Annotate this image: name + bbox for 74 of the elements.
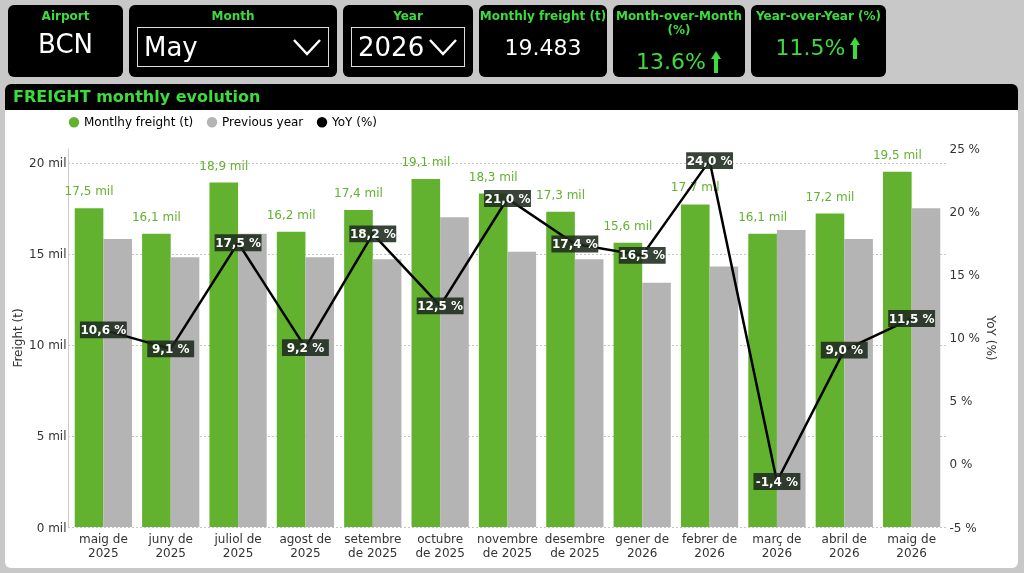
y2-tick-label: 10 %	[949, 331, 980, 345]
x-tick-label: agost de 2025	[279, 531, 332, 560]
bar	[507, 251, 537, 527]
y-tick-label: 10 mil	[29, 338, 67, 353]
bar	[680, 204, 710, 527]
y-axis-title: Freight (t)	[11, 308, 26, 368]
data-label: 15,6 mil	[603, 218, 653, 233]
y2-tick-label: 5 %	[949, 394, 973, 409]
legend-label: Montlhy freight (t)	[84, 115, 194, 130]
data-label: 19,5 mil	[872, 147, 922, 162]
y2-tick-label: 20 %	[949, 204, 980, 219]
bar	[709, 266, 739, 527]
y-tick-label: 0 mil	[36, 520, 67, 535]
data-label: 16,1 mil	[131, 209, 181, 224]
y2-tick-label: 25 %	[949, 141, 980, 156]
data-label: 12,5 %	[417, 298, 464, 313]
chart-title: FREIGHT monthly evolution	[5, 84, 1018, 110]
text: May	[144, 32, 198, 62]
data-label: 16,5 %	[619, 248, 666, 263]
y-tick-label: 5 mil	[36, 429, 67, 444]
bar	[574, 259, 604, 527]
data-label: 17,5 mil	[64, 184, 114, 199]
y2-tick-label: 15 %	[949, 267, 980, 282]
x-tick-label: maig de 2025	[78, 531, 128, 560]
x-tick-label: juny de 2025	[147, 531, 193, 560]
bar	[372, 259, 402, 527]
y2-axis-title: YoY (%)	[983, 314, 998, 361]
x-tick-label: juliol de 2025	[213, 531, 262, 560]
legend-label: Previous year	[222, 115, 304, 130]
data-label: 17,4 %	[551, 237, 598, 252]
text: Year-over-Year (%)	[755, 9, 882, 23]
text: Monthly freight (t)	[479, 9, 607, 23]
x-tick-label: octubre de 2025	[415, 531, 465, 560]
x-tick-label: febrer de 2026	[682, 531, 738, 560]
x-tick-label: desembre de 2025	[544, 531, 605, 560]
text: Year	[392, 9, 424, 23]
data-label: 17,3 mil	[536, 187, 585, 202]
text: Airport	[40, 9, 91, 23]
text: 19.483	[504, 35, 582, 60]
data-label: 17,2 mil	[805, 189, 855, 204]
data-label: 16,2 mil	[266, 207, 316, 222]
text: BCN	[38, 29, 93, 59]
bar	[642, 282, 671, 527]
data-label: 18,2 %	[349, 226, 396, 241]
data-label: 17,4 mil	[334, 185, 383, 200]
legend-label: YoY (%)	[331, 115, 377, 130]
y-tick-label: 15 mil	[29, 247, 67, 262]
data-label: -1,4 %	[755, 474, 799, 489]
text: 13.6%	[636, 49, 706, 74]
text: Month-over-Month (%)	[614, 9, 744, 37]
y2-tick-label: 0 %	[949, 457, 973, 472]
data-label: 18,9 mil	[199, 158, 249, 173]
data-label: 9,2 %	[286, 340, 325, 355]
data-label: 17,5 %	[215, 235, 261, 250]
text: Month	[210, 9, 256, 23]
x-tick-label: gener de 2026	[615, 531, 670, 560]
data-label: 9,0 %	[825, 343, 864, 358]
data-label: 21,0 %	[484, 191, 531, 206]
data-label: 18,3 mil	[468, 169, 518, 184]
data-label: 11,5 %	[888, 311, 935, 326]
data-label: 10,6 %	[80, 322, 127, 337]
x-tick-label: març de 2026	[752, 531, 802, 560]
x-tick-label: novembre de 2025	[477, 531, 538, 560]
y2-tick-label: -5 %	[949, 520, 977, 535]
x-tick-label: abril de 2026	[821, 531, 867, 560]
data-label: 16,1 mil	[738, 209, 788, 224]
y-tick-label: 20 mil	[29, 156, 67, 171]
data-label: 19,1 mil	[401, 154, 451, 169]
text: 2026	[358, 32, 425, 62]
x-tick-label: maig de 2026	[887, 531, 937, 560]
data-label: 9,1 %	[151, 341, 190, 356]
x-tick-label: setembre de 2025	[344, 531, 402, 560]
text: 11.5%	[775, 35, 846, 60]
data-label: 24,0 %	[686, 153, 733, 168]
